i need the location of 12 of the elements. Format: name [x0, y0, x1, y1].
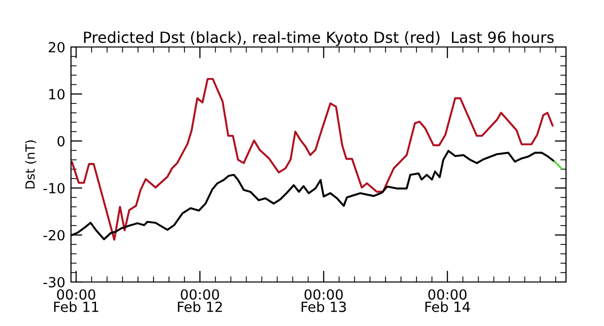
y-axis-title: Dst (nT): [25, 140, 36, 188]
y-tick-label: -20: [43, 230, 65, 240]
y-tick-label: 0: [58, 136, 65, 146]
y-tick-label: 20: [48, 42, 65, 52]
x-tick-label: 00:00 Feb 14: [425, 289, 470, 312]
chart-title: Predicted Dst (black), real-time Kyoto Dst (red) Last 96 hours: [84, 31, 554, 46]
y-tick-label: -10: [43, 182, 65, 194]
y-tick-label: -30: [43, 276, 65, 288]
x-tick-label: 00:00 Feb 12: [178, 289, 222, 312]
y-tick-label: 10: [49, 88, 65, 100]
x-tick-label: 00:00 Feb 13: [302, 289, 346, 312]
x-tick-label: 00:00 Feb 11: [54, 289, 98, 312]
